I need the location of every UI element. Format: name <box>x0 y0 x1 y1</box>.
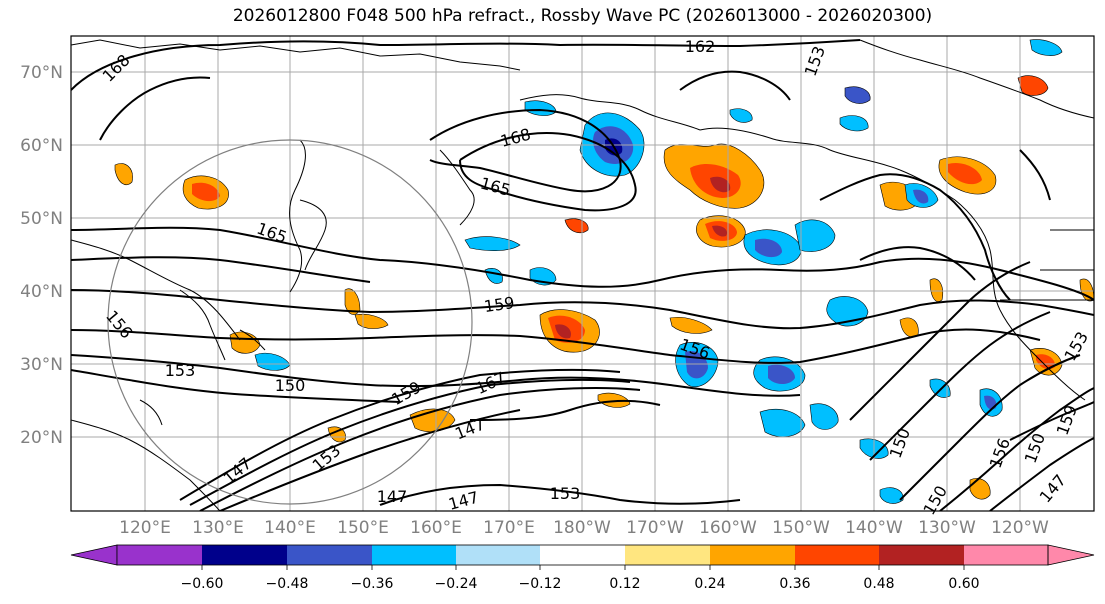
graticule <box>71 36 1094 511</box>
lon-label: 120°E <box>119 518 171 538</box>
contour-label: 162 <box>685 37 716 56</box>
latitude-labels: 70°N 60°N 50°N 40°N 30°N 20°N <box>20 63 63 448</box>
lat-label: 70°N <box>20 63 63 83</box>
lon-label: 160°E <box>410 518 462 538</box>
colorbar-segment <box>964 545 1048 565</box>
map-frame <box>70 35 1095 512</box>
colorbar-tick-label: −0.12 <box>519 576 562 592</box>
colorbar-segment <box>202 545 287 565</box>
colorbar-ticks <box>201 565 965 570</box>
colorbar-segment <box>117 545 202 565</box>
colorbar-tick-label: −0.24 <box>435 576 478 592</box>
longitude-labels: 120°E 130°E 140°E 150°E 160°E 170°E 180°… <box>119 518 1049 538</box>
lon-label: 150°W <box>772 518 830 538</box>
lat-label: 30°N <box>20 355 63 375</box>
lon-label: 140°E <box>264 518 316 538</box>
colorbar-segment <box>625 545 710 565</box>
colorbar-tick-label: 0.60 <box>948 576 979 592</box>
colorbar-extend-left <box>70 544 118 566</box>
colorbar-segment <box>540 545 625 565</box>
colorbar-tick-label: 0.48 <box>863 576 894 592</box>
colorbar-tick-label: −0.48 <box>266 576 309 592</box>
lat-label: 50°N <box>20 209 63 229</box>
lon-label: 130°E <box>192 518 244 538</box>
lon-label: 170°W <box>626 518 684 538</box>
lat-label: 40°N <box>20 282 63 302</box>
contour-label: 147 <box>377 487 408 506</box>
lon-label: 170°E <box>483 518 535 538</box>
colorbar-segment <box>456 545 540 565</box>
contour-label: 153 <box>165 361 196 380</box>
colorbar-tick-label: −0.60 <box>181 576 224 592</box>
lat-label: 60°N <box>20 136 63 156</box>
colorbar-tick-label: 0.36 <box>779 576 810 592</box>
lat-label: 20°N <box>20 428 63 448</box>
contour-label: 159 <box>483 293 516 316</box>
contour-label: 153 <box>550 484 581 503</box>
colorbar-segment <box>795 545 879 565</box>
colorbar-segment <box>372 545 456 565</box>
contour-label: 150 <box>275 376 306 395</box>
colorbar: −0.60 −0.48 −0.36 −0.24 −0.12 0.12 0.24 … <box>70 544 1095 592</box>
lon-label: 120°W <box>991 518 1049 538</box>
lon-label: 160°W <box>699 518 757 538</box>
lon-label: 180°W <box>553 518 611 538</box>
colorbar-tick-label: 0.24 <box>694 576 725 592</box>
contour-lines <box>71 39 1094 511</box>
lon-label: 150°E <box>337 518 389 538</box>
lon-label: 140°W <box>845 518 903 538</box>
colorbar-segment <box>710 545 795 565</box>
colorbar-segment <box>879 545 964 565</box>
colorbar-tick-label: −0.36 <box>351 576 394 592</box>
lon-label: 130°W <box>918 518 976 538</box>
colorbar-extend-right <box>1047 544 1095 566</box>
map-title: 2026012800 F048 500 hPa refract., Rossby… <box>232 6 933 26</box>
colorbar-outline <box>116 544 1049 566</box>
colorbar-tick-label: 0.12 <box>609 576 640 592</box>
colorbar-segment <box>287 545 372 565</box>
range-circle <box>107 139 473 505</box>
